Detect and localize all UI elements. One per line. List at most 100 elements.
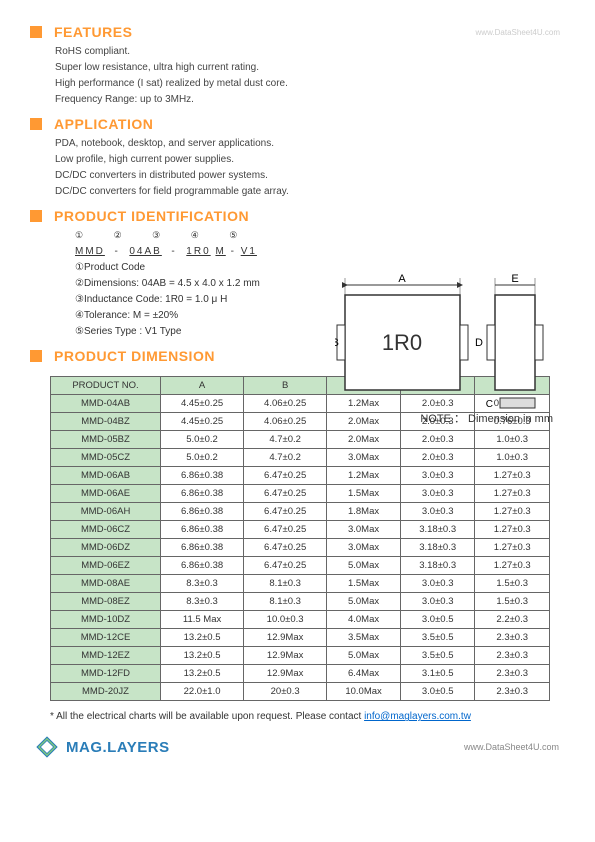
product-no-cell: MMD-04AB [51,395,161,413]
dimension-title: PRODUCT DIMENSION [54,348,215,364]
dim-cell: 6.47±0.25 [244,503,327,521]
dim-cell: 5.0Max [327,593,401,611]
dim-cell: 8.1±0.3 [244,575,327,593]
dim-cell: 5.0±0.2 [161,449,244,467]
dim-cell: 1.27±0.3 [475,521,550,539]
bullet-icon [30,118,42,130]
dim-cell: 1.0±0.3 [475,449,550,467]
product-no-cell: MMD-06AH [51,503,161,521]
table-row: MMD-10DZ11.5 Max10.0±0.34.0Max3.0±0.52.2… [51,611,550,629]
bullet-icon [30,26,42,38]
product-no-cell: MMD-12FD [51,665,161,683]
dim-cell: 3.0Max [327,449,401,467]
dim-cell: 2.3±0.3 [475,665,550,683]
dim-cell: 12.9Max [244,629,327,647]
dim-cell: 1.27±0.3 [475,467,550,485]
dim-cell: 1.27±0.3 [475,503,550,521]
feature-line: RoHS compliant. [55,44,565,60]
dim-cell: 3.0±0.5 [400,611,475,629]
dim-cell: 6.4Max [327,665,401,683]
dim-cell: 1.8Max [327,503,401,521]
dim-cell: 6.86±0.38 [161,467,244,485]
bullet-icon [30,210,42,222]
dim-cell: 2.3±0.3 [475,647,550,665]
table-row: MMD-06AH6.86±0.386.47±0.251.8Max3.0±0.31… [51,503,550,521]
identification-circles: ① ② ③ ④ ⑤ [75,228,565,242]
table-row: MMD-12CE13.2±0.512.9Max3.5Max3.5±0.52.3±… [51,629,550,647]
application-title: APPLICATION [54,116,153,132]
dim-cell: 20±0.3 [244,683,327,701]
dim-cell: 1.27±0.3 [475,539,550,557]
dim-cell: 2.2±0.3 [475,611,550,629]
dim-cell: 1.2Max [327,467,401,485]
svg-text:D: D [475,337,483,349]
dim-cell: 3.5Max [327,629,401,647]
application-line: Low profile, high current power supplies… [55,152,565,168]
table-row: MMD-05BZ5.0±0.24.7±0.22.0Max2.0±0.31.0±0… [51,431,550,449]
dimension-diagram: 1R0 A B D E C [335,270,555,413]
table-row: MMD-05CZ5.0±0.24.7±0.23.0Max2.0±0.31.0±0… [51,449,550,467]
table-row: MMD-06AE6.86±0.386.47±0.251.5Max3.0±0.31… [51,485,550,503]
dim-cell: 6.86±0.38 [161,503,244,521]
dim-cell: 3.5±0.5 [400,647,475,665]
dim-cell: 6.47±0.25 [244,557,327,575]
table-row: MMD-06DZ6.86±0.386.47±0.253.0Max3.18±0.3… [51,539,550,557]
table-header: PRODUCT NO. [51,377,161,395]
dim-cell: 13.2±0.5 [161,665,244,683]
brand-bar: MAG.LAYERS www.DataSheet4U.com [30,736,565,758]
product-no-cell: MMD-20JZ [51,683,161,701]
svg-text:E: E [511,273,518,285]
dim-cell: 6.86±0.38 [161,485,244,503]
product-no-cell: MMD-08AE [51,575,161,593]
section-identification-header: PRODUCT IDENTIFICATION [30,208,565,224]
dim-cell: 3.0±0.3 [400,467,475,485]
dim-cell: 1.27±0.3 [475,557,550,575]
features-title: FEATURES [54,24,132,40]
dim-cell: 5.0Max [327,647,401,665]
dim-cell: 3.0±0.3 [400,575,475,593]
dim-cell: 5.0Max [327,557,401,575]
dim-cell: 6.86±0.38 [161,521,244,539]
dim-cell: 3.0Max [327,521,401,539]
product-no-cell: MMD-04BZ [51,413,161,431]
dim-cell: 8.3±0.3 [161,575,244,593]
dim-cell: 6.47±0.25 [244,539,327,557]
dim-cell: 1.27±0.3 [475,485,550,503]
dim-cell: 12.9Max [244,665,327,683]
application-line: PDA, notebook, desktop, and server appli… [55,136,565,152]
dim-cell: 3.0±0.3 [400,503,475,521]
feature-line: High performance (I sat) realized by met… [55,76,565,92]
feature-line: Frequency Range: up to 3MHz. [55,92,565,108]
feature-line: Super low resistance, ultra high current… [55,60,565,76]
product-no-cell: MMD-06DZ [51,539,161,557]
application-line: DC/DC converters in distributed power sy… [55,168,565,184]
dim-cell: 4.45±0.25 [161,395,244,413]
dim-cell: 11.5 Max [161,611,244,629]
dim-cell: 3.18±0.3 [400,539,475,557]
table-row: MMD-08EZ8.3±0.38.1±0.35.0Max3.0±0.31.5±0… [51,593,550,611]
dim-cell: 3.18±0.3 [400,521,475,539]
dim-cell: 3.1±0.5 [400,665,475,683]
dim-cell: 2.0±0.3 [400,431,475,449]
product-no-cell: MMD-06EZ [51,557,161,575]
dim-cell: 4.0Max [327,611,401,629]
table-row: MMD-20JZ22.0±1.020±0.310.0Max3.0±0.52.3±… [51,683,550,701]
table-header: A [161,377,244,395]
dim-cell: 13.2±0.5 [161,629,244,647]
dim-cell: 6.47±0.25 [244,467,327,485]
identification-code: MMD - 04AB - 1R0 M - V1 [75,244,565,260]
dim-cell: 5.0±0.2 [161,431,244,449]
brand-url: www.DataSheet4U.com [464,742,559,752]
dim-cell: 3.18±0.3 [400,557,475,575]
svg-text:C: C [486,399,493,410]
product-no-cell: MMD-12CE [51,629,161,647]
dim-cell: 2.0Max [327,431,401,449]
dim-cell: 1.5±0.3 [475,593,550,611]
svg-text:1R0: 1R0 [382,330,422,355]
brand-name: MAG.LAYERS [66,739,170,756]
dim-cell: 6.86±0.38 [161,539,244,557]
dim-cell: 4.06±0.25 [244,395,327,413]
bullet-icon [30,350,42,362]
contact-link[interactable]: info@maglayers.com.tw [364,711,471,722]
dim-cell: 2.0±0.3 [400,449,475,467]
